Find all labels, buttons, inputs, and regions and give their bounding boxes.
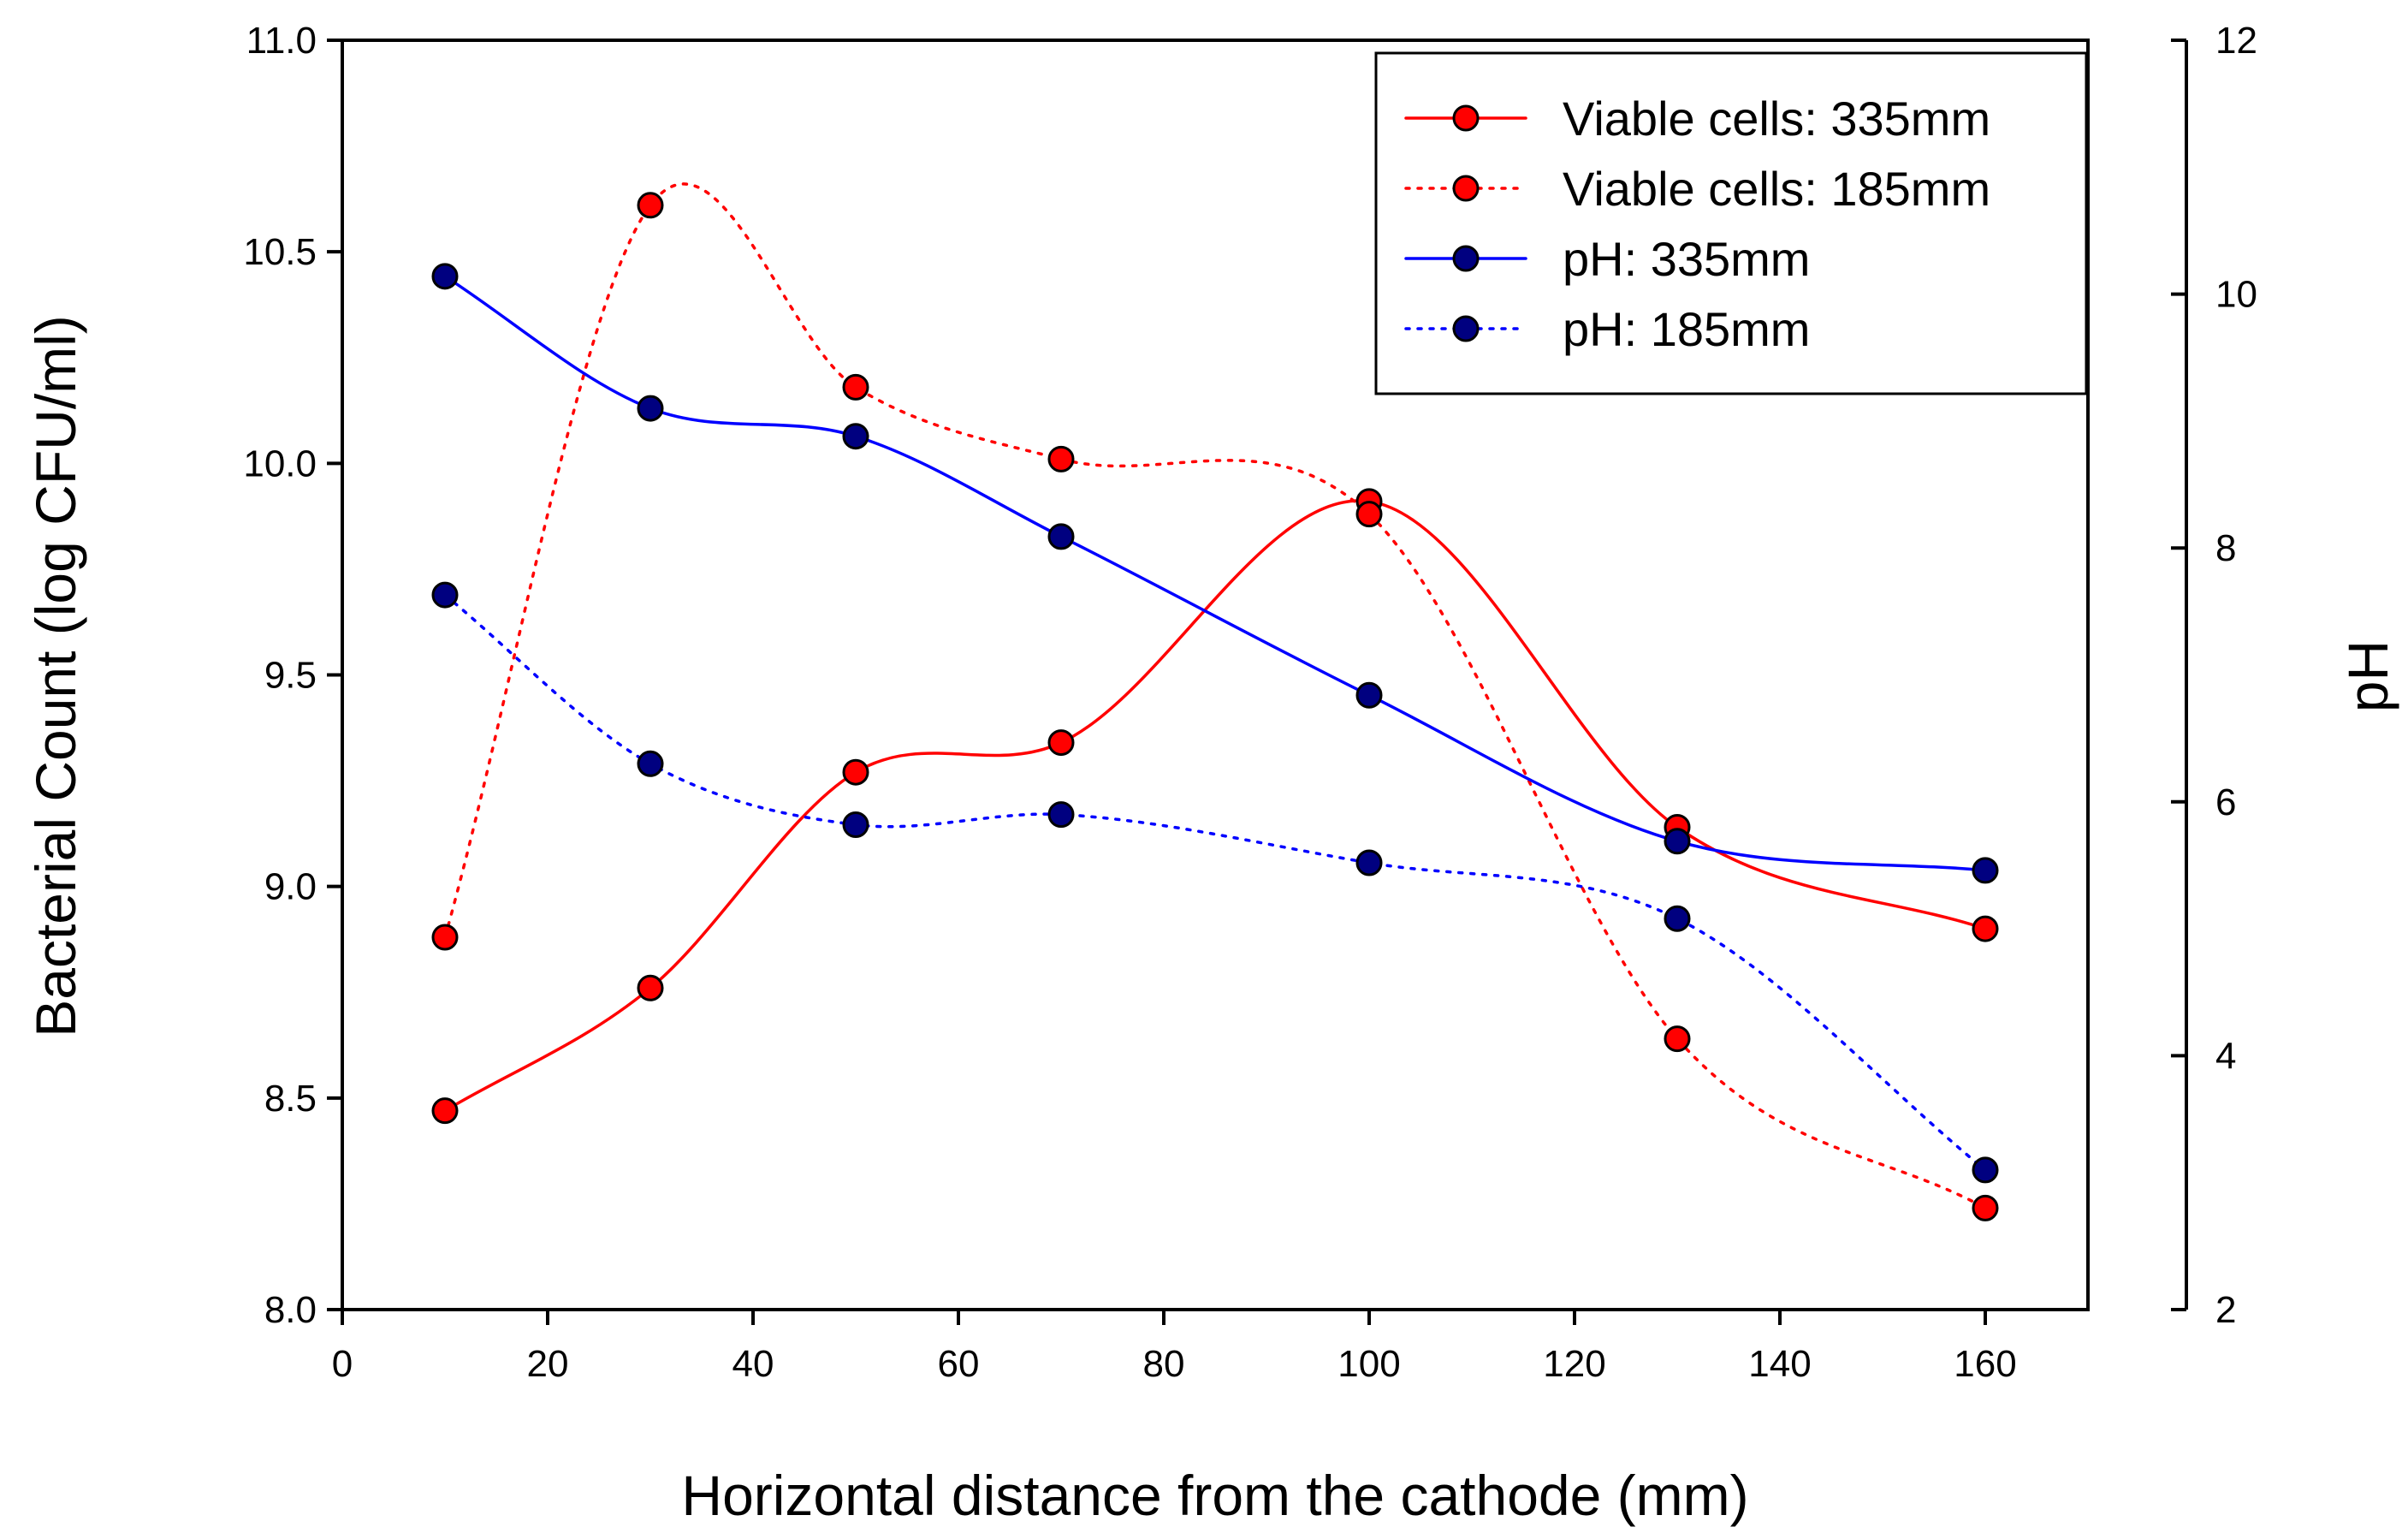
series-line-viable-cells-335mm xyxy=(443,499,1987,1113)
x-tick-label: 120 xyxy=(1543,1343,1605,1385)
y-axis-title: Bacterial Count (log CFU/ml) xyxy=(24,315,87,1037)
y-tick-label: 11.0 xyxy=(246,20,317,62)
data-point-ph-335mm xyxy=(842,423,869,450)
data-point-ph-185mm xyxy=(431,581,459,609)
y2-tick-label: 4 xyxy=(2215,1035,2236,1077)
data-point-viable-cells-335mm xyxy=(1047,729,1075,757)
data-point-viable-cells-185mm xyxy=(1047,445,1075,472)
legend-label: pH: 335mm xyxy=(1563,232,1810,286)
data-point-ph-335mm xyxy=(1047,523,1075,550)
y2-tick-label: 10 xyxy=(2215,274,2257,316)
x-tick-label: 20 xyxy=(527,1343,569,1385)
data-point-ph-185mm xyxy=(1972,1156,1999,1184)
x-tick-label: 0 xyxy=(332,1343,353,1385)
y2-tick-label: 8 xyxy=(2215,527,2236,569)
x-tick-label: 100 xyxy=(1337,1343,1400,1385)
data-point-viable-cells-185mm xyxy=(1664,1025,1691,1053)
data-point-viable-cells-335mm xyxy=(842,758,869,786)
legend-swatch-marker xyxy=(1452,245,1480,272)
data-point-ph-185mm xyxy=(1355,849,1383,876)
x-tick-label: 160 xyxy=(1954,1343,2016,1385)
legend-swatch-marker xyxy=(1452,175,1480,202)
y2-tick-label: 2 xyxy=(2215,1289,2236,1331)
y-tick-label: 9.0 xyxy=(264,866,317,908)
y-tick-label: 9.5 xyxy=(264,655,317,697)
x-tick-label: 140 xyxy=(1748,1343,1811,1385)
data-point-viable-cells-335mm xyxy=(431,1097,459,1125)
legend: Viable cells: 335mm Viable cells: 185mm pH… xyxy=(1374,51,2088,395)
legend-label: Viable cells: 335mm xyxy=(1563,92,1990,146)
legend-swatch-marker xyxy=(1452,315,1480,342)
x-tick-label: 40 xyxy=(732,1343,774,1385)
y2-axis-title: pH xyxy=(2336,640,2399,712)
data-point-ph-185mm xyxy=(637,750,664,777)
data-point-viable-cells-185mm xyxy=(1355,501,1383,528)
data-point-ph-335mm xyxy=(637,395,664,422)
legend-box xyxy=(1374,51,2088,395)
data-point-ph-335mm xyxy=(1664,828,1691,855)
x-tick-label: 60 xyxy=(938,1343,980,1385)
legend-swatch-marker xyxy=(1452,104,1480,132)
y2-tick-label: 12 xyxy=(2215,20,2257,62)
data-point-ph-335mm xyxy=(431,263,459,290)
data-point-ph-335mm xyxy=(1972,857,1999,884)
legend-label: pH: 185mm xyxy=(1563,302,1810,356)
y2-tick-label: 6 xyxy=(2215,781,2236,823)
x-tick-label: 80 xyxy=(1143,1343,1185,1385)
y-tick-label: 8.0 xyxy=(264,1289,317,1331)
data-point-viable-cells-335mm xyxy=(637,974,664,1001)
y-tick-label: 10.5 xyxy=(243,231,317,273)
data-point-viable-cells-185mm xyxy=(842,373,869,401)
legend-label: Viable cells: 185mm xyxy=(1563,162,1990,216)
legend-entries: Viable cells: 335mm Viable cells: 185mm pH… xyxy=(1404,92,1990,356)
data-point-ph-185mm xyxy=(1664,905,1691,932)
y-tick-label: 10.0 xyxy=(243,443,317,484)
ticks-layer: 0 20 40 60 80 100 120 140 160 8.0 8.5 9.0 9.5 10.0 10.… xyxy=(243,20,2257,1385)
data-point-viable-cells-185mm xyxy=(637,192,664,219)
y-tick-label: 8.5 xyxy=(264,1078,317,1120)
data-point-ph-185mm xyxy=(1047,801,1075,829)
data-point-ph-335mm xyxy=(1355,681,1383,709)
data-point-viable-cells-335mm xyxy=(1972,915,1999,942)
data-point-viable-cells-185mm xyxy=(1972,1194,1999,1221)
x-axis-title: Horizontal distance from the cathode (mm… xyxy=(681,1464,1748,1527)
data-point-viable-cells-185mm xyxy=(431,924,459,951)
markers-layer xyxy=(431,192,1999,1221)
data-point-ph-185mm xyxy=(842,811,869,838)
series-line-ph-185mm xyxy=(443,593,1987,1172)
